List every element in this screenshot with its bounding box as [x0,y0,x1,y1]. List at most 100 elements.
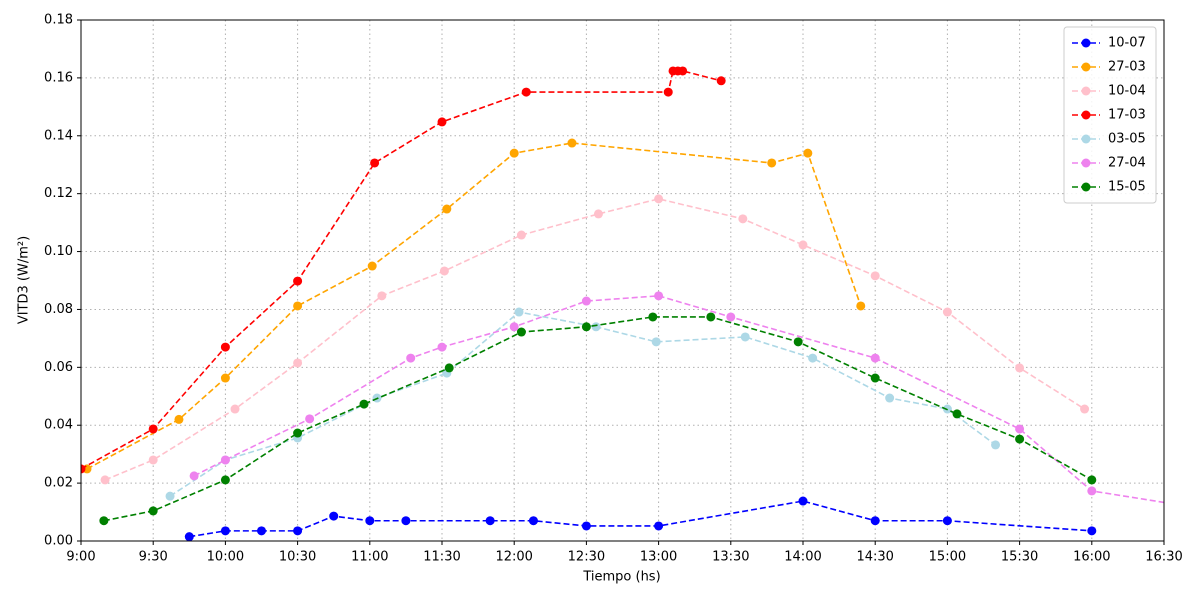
data-point [220,373,230,383]
data-point [485,516,495,526]
data-point [1015,434,1025,444]
x-tick-label: 10:00 [207,550,244,565]
data-point [767,158,777,168]
x-tick-label: 12:00 [495,550,532,565]
data-point [870,353,880,363]
data-point [803,148,813,158]
data-point [359,399,369,409]
data-point [293,276,303,286]
data-point [1087,475,1097,485]
data-point [377,291,387,301]
series-line [86,142,862,470]
data-point [663,87,673,97]
data-point [220,475,230,485]
data-point [148,424,158,434]
legend-label: 15-05 [1108,180,1146,195]
data-point [442,204,452,214]
data-point [99,516,109,526]
legend-label: 10-07 [1108,36,1146,51]
data-point [329,511,339,521]
data-point [100,475,110,485]
data-point [165,491,175,501]
data-point [293,428,303,438]
data-point [444,363,454,373]
y-tick-label: 0.00 [44,534,73,549]
data-point [706,312,716,322]
x-tick-label: 12:30 [568,550,605,565]
series-line [169,311,997,497]
data-point [148,455,158,465]
data-point [521,87,531,97]
data-point [401,516,411,526]
data-point [651,337,661,347]
data-point [808,353,818,363]
legend-label: 03-05 [1108,132,1146,147]
y-tick-label: 0.18 [44,13,73,28]
data-point [230,404,240,414]
data-point [148,506,158,516]
legend-label: 10-04 [1108,84,1146,99]
data-point [856,301,866,311]
x-tick-label: 14:30 [856,550,893,565]
data-point [581,296,591,306]
legend-label: 17-03 [1108,108,1146,123]
data-point [516,230,526,240]
data-point [437,117,447,127]
data-point [220,455,230,465]
data-point [581,322,591,332]
y-tick-label: 0.06 [44,360,73,375]
data-point [581,521,591,531]
x-axis-label: Tiempo (hs) [582,570,660,585]
data-point [740,332,750,342]
legend-label: 27-03 [1108,60,1146,75]
data-point [870,373,880,383]
x-tick-label: 11:00 [351,550,388,565]
data-point [870,271,880,281]
plot-area [81,66,1193,541]
data-point [798,240,808,250]
data-point [716,76,726,86]
y-tick-label: 0.14 [44,128,73,143]
data-point [1184,502,1193,511]
series-line [189,500,1092,538]
data-point [367,261,377,271]
data-point [439,266,449,276]
y-axis-label: VITD3 (W/m²) [17,236,32,324]
plot-frame [80,19,1165,542]
data-point [654,291,664,301]
data-point [81,464,86,474]
legend-marker [1081,110,1091,120]
data-point [1080,404,1090,414]
series-line [81,70,722,470]
data-point [991,440,1001,450]
data-point [437,342,447,352]
data-point [509,322,519,332]
data-point [220,342,230,352]
x-tick-label: 15:30 [1001,550,1038,565]
data-point [870,516,880,526]
data-point [293,358,303,368]
x-tick-label: 13:30 [712,550,749,565]
data-point [257,526,266,536]
data-point [514,307,524,317]
data-point [593,209,603,219]
legend-label: 27-04 [1108,156,1146,171]
data-point [509,148,519,158]
data-point [952,409,962,419]
data-point [365,516,375,526]
data-point [293,526,303,536]
y-tick-label: 0.12 [44,186,73,201]
data-point [738,214,748,224]
data-point [793,337,803,347]
data-point [648,312,658,322]
data-point [942,516,952,526]
data-point [1087,526,1097,536]
x-tick-label: 14:00 [784,550,821,565]
legend-marker [1081,62,1091,72]
data-point [1015,424,1025,434]
legend-marker [1081,38,1091,48]
y-tick-label: 0.10 [44,244,73,259]
series-line [103,316,1093,522]
x-tick-label: 9:00 [66,550,95,565]
legend-marker [1081,86,1091,96]
